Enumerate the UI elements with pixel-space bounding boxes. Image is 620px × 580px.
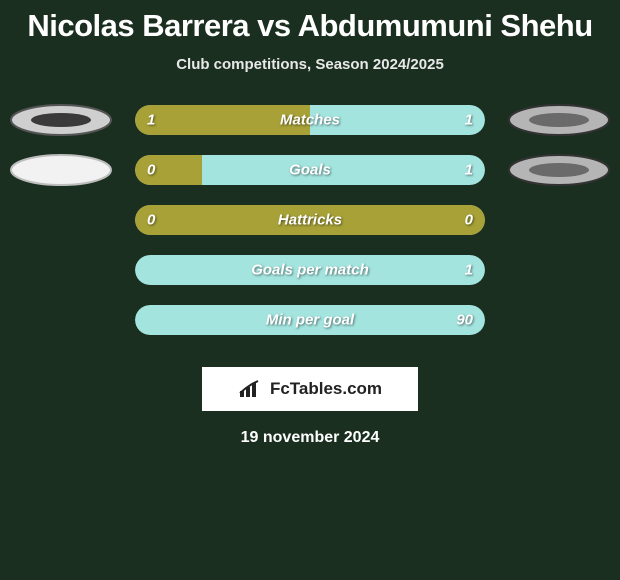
page-title: Nicolas Barrera vs Abdumumuni Shehu <box>0 8 620 44</box>
left-oval <box>9 103 113 137</box>
stat-bar: Goals per match 1 <box>135 255 485 285</box>
stat-left-value: 0 <box>147 162 155 179</box>
stat-label: Min per goal <box>266 312 354 329</box>
footer-date: 19 november 2024 <box>0 429 620 447</box>
right-oval <box>507 103 611 137</box>
chart-icon <box>238 379 264 399</box>
stat-right-value: 1 <box>465 262 473 279</box>
left-oval <box>9 153 113 187</box>
right-oval <box>507 253 611 287</box>
stat-label: Goals per match <box>251 262 369 279</box>
right-oval <box>507 153 611 187</box>
stat-label: Hattricks <box>278 212 342 229</box>
stat-right-value: 0 <box>465 212 473 229</box>
stat-label: Matches <box>280 112 340 129</box>
stat-bar: 0 Goals 1 <box>135 155 485 185</box>
left-oval <box>9 253 113 287</box>
stat-left-value: 0 <box>147 212 155 229</box>
stat-bar: 0 Hattricks 0 <box>135 205 485 235</box>
right-oval <box>507 303 611 337</box>
stat-label: Goals <box>289 162 331 179</box>
stat-row: 0 Hattricks 0 <box>0 203 620 237</box>
stat-row: 1 Matches 1 <box>0 103 620 137</box>
stat-row: Min per goal 90 <box>0 303 620 337</box>
stat-right-value: 90 <box>456 312 473 329</box>
stat-row: 0 Goals 1 <box>0 153 620 187</box>
stat-bar: Min per goal 90 <box>135 305 485 335</box>
stat-left-value: 1 <box>147 112 155 129</box>
stat-right-value: 1 <box>465 112 473 129</box>
brand-logo: FcTables.com <box>202 367 418 411</box>
brand-text: FcTables.com <box>270 379 382 399</box>
left-oval <box>9 303 113 337</box>
left-oval <box>9 203 113 237</box>
page-subtitle: Club competitions, Season 2024/2025 <box>0 56 620 73</box>
stat-right-value: 1 <box>465 162 473 179</box>
stat-row: Goals per match 1 <box>0 253 620 287</box>
right-oval <box>507 203 611 237</box>
stat-bar: 1 Matches 1 <box>135 105 485 135</box>
